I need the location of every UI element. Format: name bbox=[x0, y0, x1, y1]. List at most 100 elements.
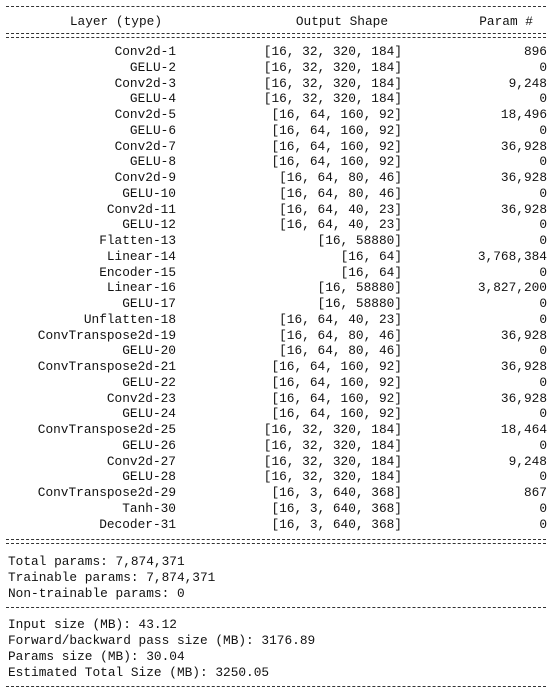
table-header: Layer (type) Output Shape Param # bbox=[6, 14, 546, 31]
table-row: GELU-22 [16, 64, 160, 92] 0 bbox=[0, 375, 560, 391]
output-shape: [16, 64, 160, 92] bbox=[271, 122, 402, 138]
table-row: Conv2d-23 [16, 64, 160, 92] 36,928 bbox=[0, 391, 560, 407]
layer-name: Linear-14 bbox=[106, 248, 176, 264]
param-count: 3,827,200 bbox=[477, 280, 547, 296]
layer-name: ConvTranspose2d-29 bbox=[37, 485, 176, 500]
output-shape: [16, 32, 320, 184] bbox=[263, 422, 402, 437]
param-count: 0 bbox=[539, 500, 547, 516]
layer-name: GELU-28 bbox=[122, 469, 176, 485]
param-count: 0 bbox=[539, 343, 547, 359]
output-shape: [16, 64, 80, 46] bbox=[279, 185, 402, 201]
estimated-total-size: Estimated Total Size (MB): 3250.05 bbox=[8, 665, 270, 680]
table-row: Tanh-30 [16, 3, 640, 368] 0 bbox=[0, 501, 560, 517]
table-row: ConvTranspose2d-21 [16, 64, 160, 92] 36,92… bbox=[0, 359, 560, 375]
param-count: 18,464 bbox=[500, 422, 547, 437]
output-shape: [16, 64, 80, 46] bbox=[279, 343, 402, 359]
table-row: Conv2d-7 [16, 64, 160, 92] 36,928 bbox=[0, 139, 560, 155]
output-shape: [16, 64, 40, 23] bbox=[279, 217, 402, 233]
param-count: 0 bbox=[539, 437, 547, 453]
output-shape: [16, 32, 320, 184] bbox=[263, 453, 402, 469]
table-row: Conv2d-27 [16, 32, 320, 184] 9,248 bbox=[0, 454, 560, 470]
param-count: 0 bbox=[539, 374, 547, 390]
input-size: Input size (MB): 43.12 bbox=[8, 617, 177, 632]
table-row: ConvTranspose2d-25 [16, 32, 320, 184] 18,4… bbox=[0, 422, 560, 438]
output-shape: [16, 58880] bbox=[317, 233, 402, 248]
size-summary: Input size (MB): 43.12 Forward/backward … bbox=[8, 617, 315, 681]
param-count: 9,248 bbox=[508, 75, 547, 91]
table-row: Flatten-13 [16, 58880] 0 bbox=[0, 233, 560, 249]
param-count: 0 bbox=[539, 406, 547, 422]
bottom-divider bbox=[6, 686, 546, 687]
output-shape: [16, 58880] bbox=[317, 280, 402, 296]
param-count: 9,248 bbox=[508, 453, 547, 469]
output-shape: [16, 32, 320, 184] bbox=[263, 44, 402, 59]
param-count: 0 bbox=[539, 217, 547, 233]
output-shape: [16, 64, 160, 92] bbox=[271, 406, 402, 422]
table-row: ConvTranspose2d-29 [16, 3, 640, 368] 867 bbox=[0, 485, 560, 501]
table-row: GELU-12 [16, 64, 40, 23] 0 bbox=[0, 217, 560, 233]
table-row: Linear-16 [16, 58880] 3,827,200 bbox=[0, 280, 560, 296]
param-count: 0 bbox=[539, 154, 547, 170]
output-shape: [16, 64, 160, 92] bbox=[271, 390, 402, 406]
table-row: Conv2d-9 [16, 64, 80, 46] 36,928 bbox=[0, 170, 560, 186]
layer-name: Flatten-13 bbox=[99, 233, 176, 248]
output-shape: [16, 64] bbox=[340, 248, 402, 264]
output-shape: [16, 32, 320, 184] bbox=[263, 59, 402, 75]
layer-name: GELU-20 bbox=[122, 343, 176, 359]
forward-backward-size: Forward/backward pass size (MB): 3176.89 bbox=[8, 633, 316, 648]
top-divider bbox=[6, 6, 546, 7]
layer-name: Conv2d-3 bbox=[114, 75, 176, 91]
total-params: Total params: 7,874,371 bbox=[8, 554, 185, 569]
layer-name: ConvTranspose2d-21 bbox=[37, 359, 176, 374]
table-row: GELU-17 [16, 58880] 0 bbox=[0, 296, 560, 312]
output-shape: [16, 32, 320, 184] bbox=[263, 75, 402, 91]
output-shape: [16, 32, 320, 184] bbox=[263, 437, 402, 453]
layer-name: ConvTranspose2d-19 bbox=[37, 327, 176, 343]
table-row: Decoder-31 [16, 3, 640, 368] 0 bbox=[0, 517, 560, 533]
layer-name: GELU-24 bbox=[122, 406, 176, 422]
table-row: Conv2d-3 [16, 32, 320, 184] 9,248 bbox=[0, 76, 560, 92]
table-row: Conv2d-5 [16, 64, 160, 92] 18,496 bbox=[0, 107, 560, 123]
layer-name: GELU-17 bbox=[122, 296, 176, 311]
param-count: 36,928 bbox=[500, 138, 547, 154]
param-count: 0 bbox=[539, 233, 547, 248]
output-shape: [16, 64, 40, 23] bbox=[279, 201, 402, 217]
layer-name: Linear-16 bbox=[106, 280, 176, 296]
non-trainable-params: Non-trainable params: 0 bbox=[8, 586, 185, 601]
output-shape: [16, 64, 160, 92] bbox=[271, 359, 402, 374]
param-count: 0 bbox=[539, 264, 547, 280]
header-param-count: Param # bbox=[479, 14, 533, 29]
param-count: 0 bbox=[539, 516, 547, 532]
output-shape: [16, 58880] bbox=[317, 296, 402, 311]
param-count: 867 bbox=[523, 485, 547, 500]
param-count: 0 bbox=[539, 91, 547, 107]
layer-table: Conv2d-1 [16, 32, 320, 184] 896 GELU-2 [16, … bbox=[0, 44, 560, 532]
param-count: 3,768,384 bbox=[477, 248, 547, 264]
param-count: 896 bbox=[523, 44, 547, 59]
output-shape: [16, 64] bbox=[340, 264, 402, 280]
output-shape: [16, 64, 160, 92] bbox=[271, 138, 402, 154]
layer-name: Conv2d-23 bbox=[106, 390, 176, 406]
output-shape: [16, 32, 320, 184] bbox=[263, 469, 402, 485]
header-divider bbox=[6, 33, 546, 38]
params-divider bbox=[6, 607, 546, 608]
output-shape: [16, 64, 80, 46] bbox=[279, 170, 402, 185]
header-layer: Layer (type) bbox=[69, 14, 162, 29]
param-count: 36,928 bbox=[500, 359, 547, 374]
params-size: Params size (MB): 30.04 bbox=[8, 649, 185, 664]
table-row: Unflatten-18 [16, 64, 40, 23] 0 bbox=[0, 312, 560, 328]
table-row: GELU-28 [16, 32, 320, 184] 0 bbox=[0, 469, 560, 485]
output-shape: [16, 64, 160, 92] bbox=[271, 374, 402, 390]
table-row: Conv2d-11 [16, 64, 40, 23] 36,928 bbox=[0, 202, 560, 218]
output-shape: [16, 3, 640, 368] bbox=[271, 500, 402, 516]
layer-name: Tanh-30 bbox=[122, 500, 176, 516]
param-count: 36,928 bbox=[500, 327, 547, 343]
layer-name: Conv2d-9 bbox=[114, 170, 176, 185]
layer-name: Conv2d-1 bbox=[114, 44, 176, 59]
table-row: ConvTranspose2d-19 [16, 64, 80, 46] 36,928 bbox=[0, 328, 560, 344]
output-shape: [16, 64, 160, 92] bbox=[271, 154, 402, 170]
param-count: 36,928 bbox=[500, 390, 547, 406]
param-count: 0 bbox=[539, 59, 547, 75]
output-shape: [16, 3, 640, 368] bbox=[271, 516, 402, 532]
